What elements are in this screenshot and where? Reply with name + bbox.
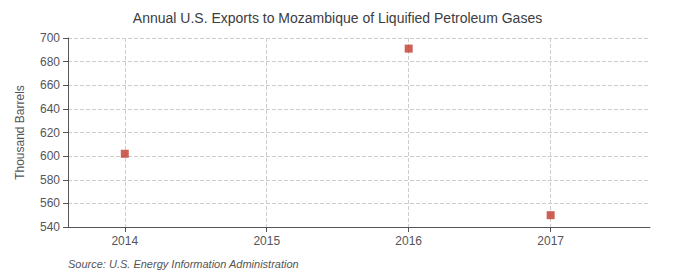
svg-text:700: 700 (40, 31, 60, 45)
svg-text:2017: 2017 (537, 234, 564, 248)
svg-text:640: 640 (40, 102, 60, 116)
svg-text:660: 660 (40, 78, 60, 92)
svg-text:560: 560 (40, 196, 60, 210)
svg-text:2016: 2016 (395, 234, 422, 248)
svg-text:540: 540 (40, 220, 60, 234)
svg-text:Source: U.S. Energy Informatio: Source: U.S. Energy Information Administ… (68, 258, 299, 270)
svg-text:Thousand Barrels: Thousand Barrels (13, 85, 27, 180)
svg-text:Annual U.S. Exports to Mozambi: Annual U.S. Exports to Mozambique of Liq… (133, 10, 542, 26)
svg-text:620: 620 (40, 126, 60, 140)
svg-text:580: 580 (40, 173, 60, 187)
svg-text:2014: 2014 (111, 234, 138, 248)
svg-text:2015: 2015 (253, 234, 280, 248)
svg-text:600: 600 (40, 149, 60, 163)
svg-text:680: 680 (40, 55, 60, 69)
